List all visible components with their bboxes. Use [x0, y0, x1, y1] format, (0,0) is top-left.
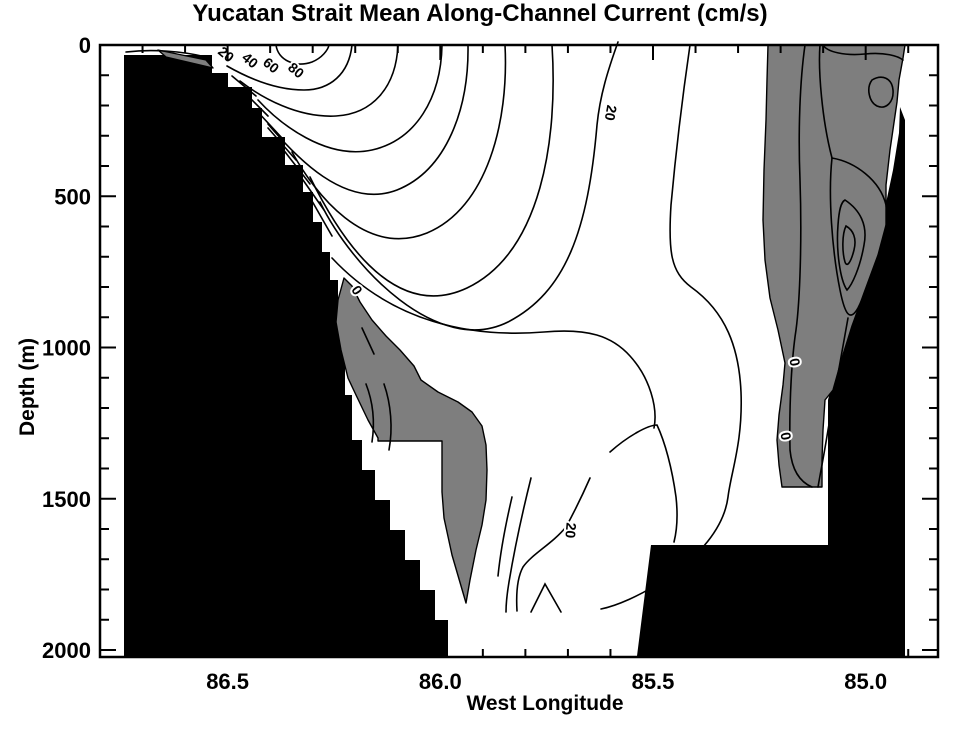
- y-tick-label: 1000: [42, 336, 91, 361]
- land-mask: [124, 55, 905, 656]
- contour-lines: [125, 41, 904, 613]
- contour-right-10: [600, 44, 743, 610]
- contour-core: [275, 44, 330, 65]
- contour-label: 20: [215, 43, 237, 65]
- land-mask-west: [124, 55, 448, 656]
- contour-label: 60: [260, 54, 282, 76]
- negative-patch-west: [335, 277, 488, 604]
- y-tick-label: 2000: [42, 638, 91, 663]
- land-mask-east: [637, 107, 905, 656]
- contour-20-upper: [319, 41, 619, 331]
- axis-frame: [98, 43, 940, 659]
- contour-eye-outer: [829, 157, 888, 316]
- contour-ridge: [609, 424, 678, 543]
- tick-marks: [100, 45, 938, 657]
- y-tick-label: 1500: [42, 487, 91, 512]
- x-tick-label: 85.0: [844, 669, 887, 694]
- y-tick-label: 500: [54, 184, 91, 209]
- x-tick-label: 86.0: [419, 669, 462, 694]
- contour-label: 40: [239, 49, 261, 71]
- tick-labels: 86.5 86.0 85.5 85.0 0 500 1000 1500 2000: [42, 33, 887, 694]
- negative-sliver-west: [157, 49, 214, 69]
- contour-blob: [868, 76, 894, 108]
- contour-20-lower: [515, 477, 591, 612]
- contour-label: 80: [285, 59, 307, 81]
- x-axis-label: West Longitude: [466, 692, 624, 715]
- y-tick-label: 0: [79, 33, 91, 58]
- contour-label: 20: [562, 522, 579, 539]
- x-tick-label: 85.5: [632, 669, 675, 694]
- chart-title: Yucatan Strait Mean Along-Channel Curren…: [192, 0, 768, 27]
- x-tick-label: 86.5: [206, 669, 249, 694]
- contour-label: 20: [602, 104, 620, 122]
- y-axis-label: Depth (m): [16, 338, 39, 436]
